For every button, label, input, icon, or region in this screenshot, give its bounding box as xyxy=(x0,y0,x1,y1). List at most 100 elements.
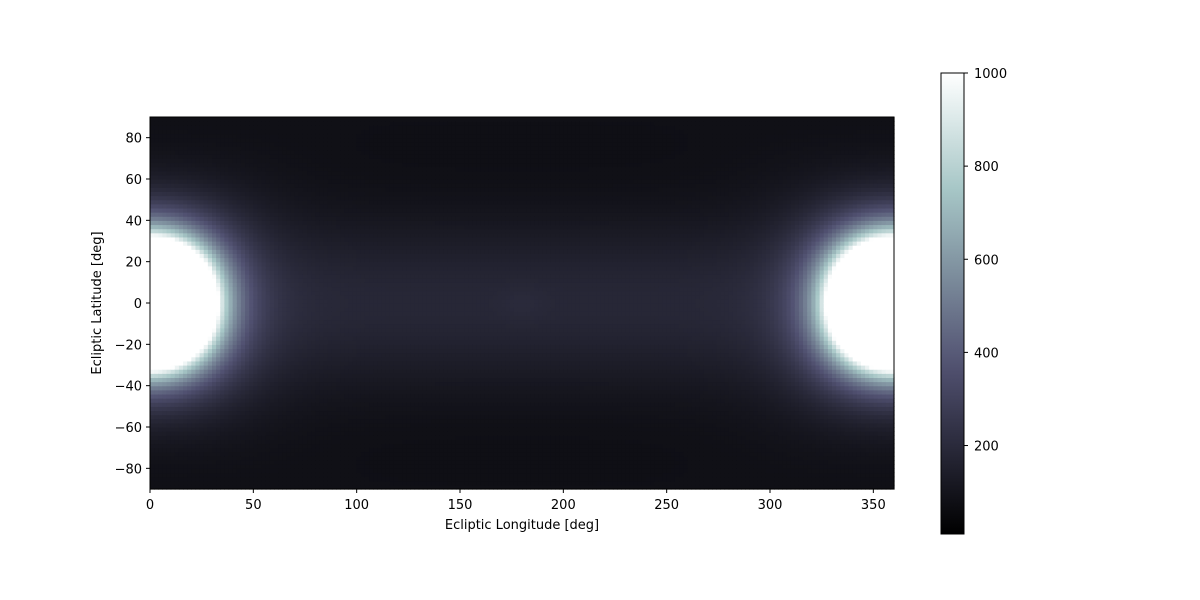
heatmap-cell xyxy=(236,265,242,271)
heatmap-cell xyxy=(302,393,308,399)
heatmap-cell xyxy=(187,137,192,143)
heatmap-cell xyxy=(269,117,275,122)
heatmap-cell xyxy=(253,435,259,440)
heatmap-cell xyxy=(311,336,316,341)
heatmap-cell xyxy=(319,174,325,180)
heatmap-cell xyxy=(191,274,197,279)
heatmap-cell xyxy=(162,137,168,143)
heatmap-cell xyxy=(265,203,271,209)
heatmap-cell xyxy=(236,249,242,254)
heatmap-cell xyxy=(344,464,349,469)
heatmap-cell xyxy=(311,472,316,478)
heatmap-cell xyxy=(294,344,300,350)
heatmap-cell xyxy=(224,369,230,374)
heatmap-cell xyxy=(286,393,292,399)
heatmap-cell xyxy=(331,336,337,341)
heatmap-cell xyxy=(344,170,349,176)
heatmap-cell xyxy=(207,431,213,436)
heatmap-cell xyxy=(373,352,378,358)
heatmap-cell xyxy=(191,369,197,374)
heatmap-cell xyxy=(336,170,341,176)
heatmap-cell xyxy=(373,121,378,126)
heatmap-cell xyxy=(356,451,362,457)
heatmap-cell xyxy=(191,484,197,490)
heatmap-cell xyxy=(327,179,333,184)
heatmap-cell xyxy=(340,286,345,292)
heatmap-cell xyxy=(203,162,209,168)
heatmap-cell xyxy=(228,187,234,192)
heatmap-cell xyxy=(278,418,283,424)
heatmap-cell xyxy=(203,241,209,246)
heatmap-cell xyxy=(212,203,217,209)
heatmap-cell xyxy=(249,315,254,321)
heatmap-cell xyxy=(154,460,159,465)
heatmap-cell xyxy=(294,232,300,238)
heatmap-cell xyxy=(261,203,267,209)
heatmap-cell xyxy=(348,373,354,378)
heatmap-cell xyxy=(236,145,242,151)
heatmap-cell xyxy=(154,344,159,350)
heatmap-cell xyxy=(377,377,383,383)
heatmap-cell xyxy=(240,137,246,143)
heatmap-cell xyxy=(191,303,197,308)
heatmap-cell xyxy=(220,117,225,122)
heatmap-cell xyxy=(178,216,184,221)
heatmap-cell xyxy=(232,389,238,395)
heatmap-cell xyxy=(377,427,383,432)
heatmap-cell xyxy=(294,435,300,440)
heatmap-cell xyxy=(356,402,362,407)
heatmap-cell xyxy=(356,203,362,209)
heatmap-cell xyxy=(212,385,217,391)
heatmap-cell xyxy=(203,129,209,135)
heatmap-cell xyxy=(331,187,337,192)
heatmap-cell xyxy=(369,464,374,469)
heatmap-cell xyxy=(236,344,242,350)
heatmap-cell xyxy=(224,145,230,151)
heatmap-cell xyxy=(162,158,168,164)
heatmap-cell xyxy=(162,174,168,180)
heatmap-cell xyxy=(319,422,325,428)
heatmap-cell xyxy=(174,117,180,122)
heatmap-cell xyxy=(269,282,275,288)
heatmap-cell xyxy=(199,195,205,201)
heatmap-cell xyxy=(282,117,287,122)
heatmap-cell xyxy=(183,443,188,449)
heatmap-cell xyxy=(216,307,221,312)
heatmap-cell xyxy=(348,261,354,267)
heatmap-cell xyxy=(261,389,267,395)
heatmap-cell xyxy=(212,340,217,345)
heatmap-cell xyxy=(294,315,300,321)
heatmap-cell xyxy=(327,282,333,288)
heatmap-cell xyxy=(364,315,370,321)
heatmap-cell xyxy=(323,311,329,316)
heatmap-cell xyxy=(278,179,283,184)
heatmap-cell xyxy=(183,460,188,465)
heatmap-cell xyxy=(183,439,188,445)
heatmap-cell xyxy=(294,418,300,424)
heatmap-cell xyxy=(290,125,296,130)
heatmap-cell xyxy=(364,199,370,205)
heatmap-cell xyxy=(187,464,192,469)
heatmap-cell xyxy=(212,439,217,445)
heatmap-cell xyxy=(377,352,383,358)
heatmap-cell xyxy=(336,278,341,283)
heatmap-cell xyxy=(207,253,213,259)
heatmap-cell xyxy=(323,117,329,122)
heatmap-cell xyxy=(245,145,250,151)
heatmap-cell xyxy=(183,150,188,155)
heatmap-cell xyxy=(364,257,370,263)
heatmap-cell xyxy=(360,460,366,465)
heatmap-cell xyxy=(348,170,354,176)
heatmap-cell xyxy=(191,129,197,135)
heatmap-cell xyxy=(348,393,354,399)
heatmap-cell xyxy=(240,145,246,151)
heatmap-cell xyxy=(178,199,184,205)
heatmap-cell xyxy=(212,381,217,387)
heatmap-cell xyxy=(203,385,209,391)
heatmap-cell xyxy=(340,377,345,383)
heatmap-cell xyxy=(158,174,163,180)
heatmap-cell xyxy=(228,472,234,478)
heatmap-cell xyxy=(207,232,213,238)
heatmap-cell xyxy=(162,245,168,250)
heatmap-cell xyxy=(298,179,304,184)
